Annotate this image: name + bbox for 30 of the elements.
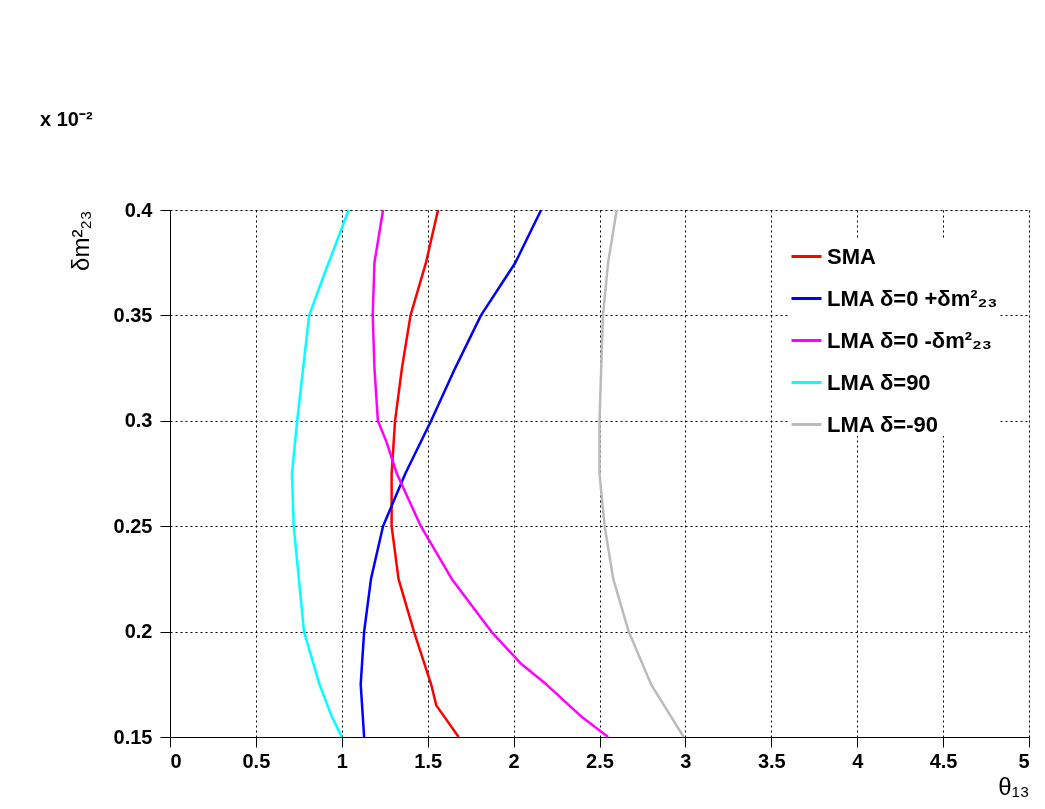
- y-tick-label: 0.3: [124, 409, 153, 432]
- y-tick-label: 0.35: [113, 303, 153, 326]
- x-tick-label: 4.5: [929, 749, 958, 772]
- line-series: [371, 208, 610, 739]
- y-tick-label: 0.4: [124, 198, 154, 221]
- legend-label: LMA δ=0 -δm²₂₃: [827, 327, 992, 353]
- x-tick-label: 0: [170, 749, 182, 772]
- x-tick-label: 2.5: [586, 749, 614, 772]
- y-tick-label: 0.2: [124, 620, 153, 643]
- x-tick-label: 5: [1018, 749, 1030, 772]
- x-tick-label: 4: [852, 749, 865, 772]
- legend-label: SMA: [827, 243, 876, 269]
- line-series: [290, 208, 350, 739]
- legend-label: LMA δ=-90: [827, 411, 938, 437]
- line-series: [359, 208, 543, 739]
- x-tick-label: 1.5: [414, 749, 443, 772]
- y-tick-label: 0.15: [113, 725, 153, 748]
- line-series: [390, 208, 460, 739]
- x-tick-label: 0.5: [242, 749, 271, 772]
- line-series: [598, 208, 685, 739]
- y-axis-title: δm²₂₃: [66, 210, 94, 271]
- x-tick-label: 3.5: [757, 749, 786, 772]
- text: x 10⁻²: [40, 108, 93, 130]
- x-tick-label: 1: [336, 749, 348, 772]
- legend-label: LMA δ=90: [827, 369, 931, 395]
- x-tick-label: 3: [680, 749, 692, 772]
- legend-label: LMA δ=0 +δm²₂₃: [827, 285, 998, 311]
- x-tick-label: 2: [508, 749, 520, 772]
- y-tick-label: 0.25: [113, 514, 153, 537]
- x-axis-title: θ₁₃: [998, 772, 1030, 800]
